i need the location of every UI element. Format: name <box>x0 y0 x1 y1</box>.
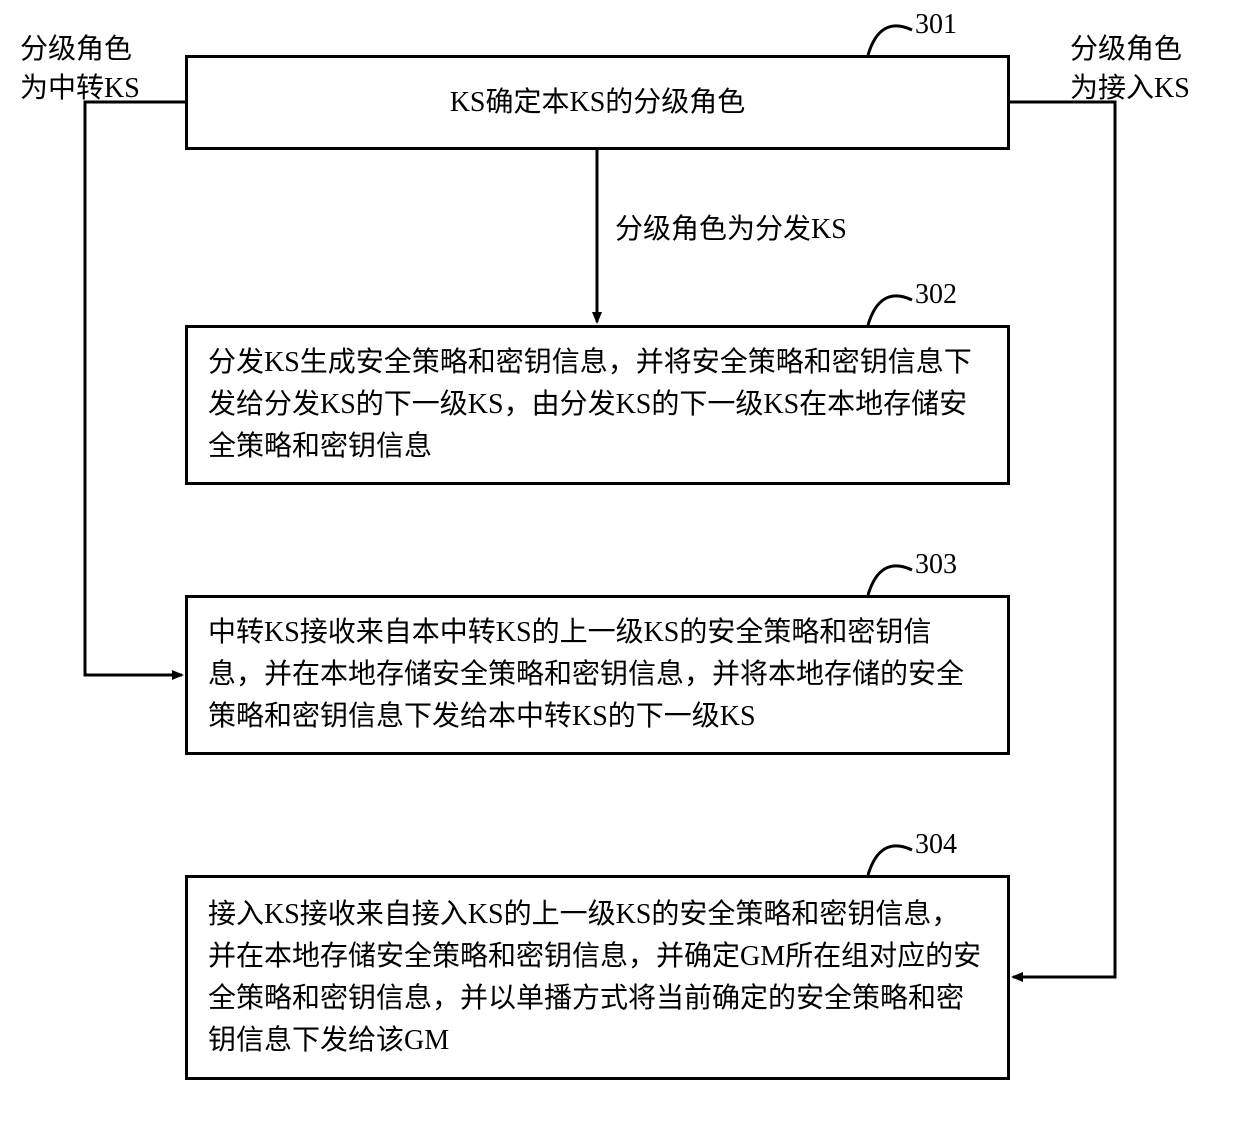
label-303: 303 <box>915 545 957 584</box>
box-301-text: KS确定本KS的分级角色 <box>450 82 746 124</box>
label-301: 301 <box>915 5 957 44</box>
leader-304 <box>868 846 912 875</box>
arrow-right-branch <box>1010 102 1115 977</box>
box-304-text: 接入KS接收来自接入KS的上一级KS的安全策略和密钥信息，并在本地存储安全策略和… <box>208 894 987 1062</box>
box-303-text: 中转KS接收来自本中转KS的上一级KS的安全策略和密钥信息，并在本地存储安全策略… <box>208 612 987 738</box>
label-mid-branch: 分级角色为分发KS <box>615 210 847 249</box>
leader-301 <box>868 26 912 55</box>
leader-302 <box>868 296 912 325</box>
box-304: 接入KS接收来自接入KS的上一级KS的安全策略和密钥信息，并在本地存储安全策略和… <box>185 875 1010 1080</box>
label-right-branch: 分级角色 为接入KS <box>1070 30 1190 108</box>
box-302: 分发KS生成安全策略和密钥信息，并将安全策略和密钥信息下发给分发KS的下一级KS… <box>185 325 1010 485</box>
box-301: KS确定本KS的分级角色 <box>185 55 1010 150</box>
label-302: 302 <box>915 275 957 314</box>
label-304: 304 <box>915 825 957 864</box>
box-303: 中转KS接收来自本中转KS的上一级KS的安全策略和密钥信息，并在本地存储安全策略… <box>185 595 1010 755</box>
arrow-left-branch <box>85 102 185 675</box>
box-302-text: 分发KS生成安全策略和密钥信息，并将安全策略和密钥信息下发给分发KS的下一级KS… <box>208 342 987 468</box>
label-left-branch: 分级角色 为中转KS <box>20 30 140 108</box>
leader-303 <box>868 566 912 595</box>
